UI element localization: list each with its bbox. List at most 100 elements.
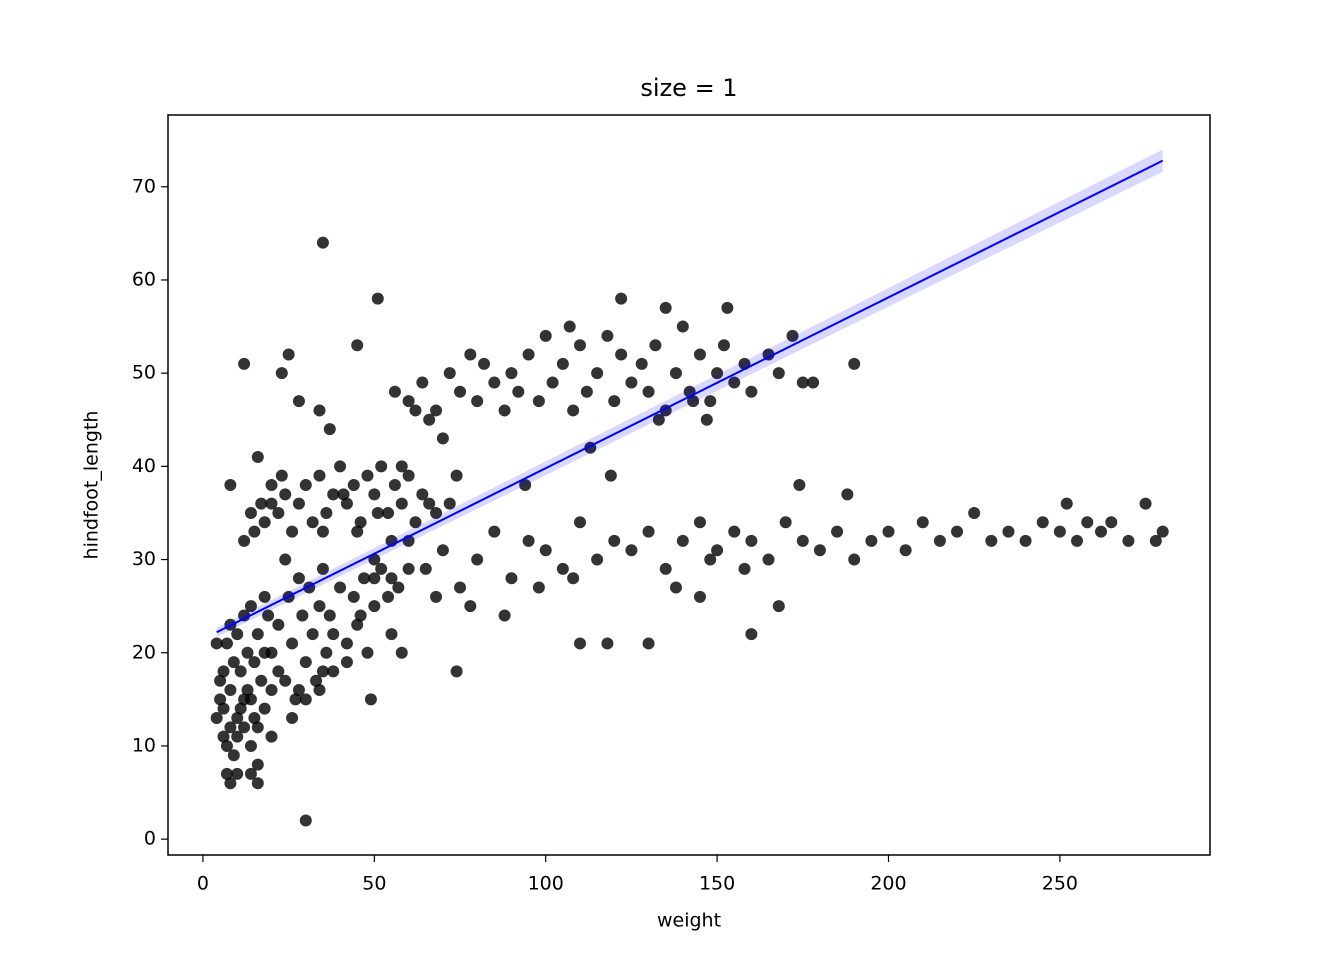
y-tick-label: 50 [132, 362, 156, 384]
point [364, 693, 377, 706]
point [286, 525, 299, 538]
point [296, 609, 309, 622]
point [745, 534, 758, 547]
point [340, 656, 353, 669]
point [608, 395, 621, 408]
point [642, 637, 655, 650]
point [1060, 497, 1073, 510]
point [652, 413, 665, 426]
point [591, 553, 604, 566]
chart-title: size = 1 [640, 74, 737, 102]
point [340, 497, 353, 510]
point [217, 730, 230, 743]
point [316, 236, 329, 249]
point [1019, 534, 1032, 547]
point [430, 506, 443, 519]
point [793, 479, 806, 491]
point [244, 506, 257, 519]
point [323, 423, 336, 436]
point [265, 730, 278, 743]
y-tick-label: 30 [132, 548, 156, 570]
point [728, 376, 741, 389]
x-tick-label: 50 [362, 873, 386, 895]
x-tick-label: 150 [699, 873, 735, 895]
point [416, 376, 429, 389]
point [745, 628, 758, 641]
point [279, 488, 292, 501]
point [334, 581, 347, 594]
point [238, 534, 251, 547]
point [327, 488, 340, 501]
point [436, 544, 449, 557]
point [416, 488, 429, 501]
point [625, 544, 638, 557]
point [313, 469, 326, 482]
point [224, 479, 237, 491]
y-axis-label: hindfoot_length [81, 411, 103, 560]
point [306, 628, 319, 641]
point [323, 609, 336, 622]
point [299, 814, 312, 827]
point [796, 534, 809, 547]
point [224, 721, 237, 734]
point [214, 674, 227, 687]
point [693, 516, 706, 529]
point [601, 637, 614, 650]
point [1081, 516, 1094, 529]
point [796, 376, 809, 389]
point [402, 395, 415, 408]
point [711, 544, 724, 557]
point [567, 404, 580, 417]
point [351, 339, 364, 352]
point [687, 395, 700, 408]
point [217, 665, 230, 678]
y-tick-label: 20 [132, 641, 156, 663]
point [512, 385, 525, 398]
point [227, 656, 240, 669]
y-tick-label: 40 [132, 455, 156, 477]
point [224, 684, 237, 697]
point [320, 646, 333, 659]
point [210, 711, 223, 724]
point [779, 516, 792, 529]
point [464, 348, 477, 361]
point [659, 562, 672, 575]
point [231, 730, 244, 743]
point [841, 488, 854, 501]
point [227, 749, 240, 762]
point [265, 684, 278, 697]
point [635, 357, 648, 370]
point [279, 553, 292, 566]
point [320, 506, 333, 519]
point [580, 385, 593, 398]
x-tick-label: 100 [528, 873, 564, 895]
point [272, 665, 285, 678]
point [238, 609, 251, 622]
point [255, 674, 268, 687]
regression-line [216, 159, 1164, 634]
x-axis-label: weight [657, 910, 721, 932]
point [258, 590, 271, 603]
point [539, 329, 552, 342]
point [354, 516, 367, 529]
point [813, 544, 826, 557]
point [241, 684, 254, 697]
point [382, 506, 395, 519]
point [519, 479, 532, 491]
point [286, 711, 299, 724]
x-tick-label: 0 [197, 873, 209, 895]
point [728, 525, 741, 538]
point [454, 385, 467, 398]
point [361, 469, 374, 482]
point [786, 329, 799, 342]
point [615, 292, 628, 305]
point [388, 385, 401, 398]
point [522, 348, 535, 361]
point [409, 404, 422, 417]
point [238, 721, 251, 734]
point [313, 684, 326, 697]
point [316, 525, 329, 538]
point [351, 525, 364, 538]
point [659, 301, 672, 314]
